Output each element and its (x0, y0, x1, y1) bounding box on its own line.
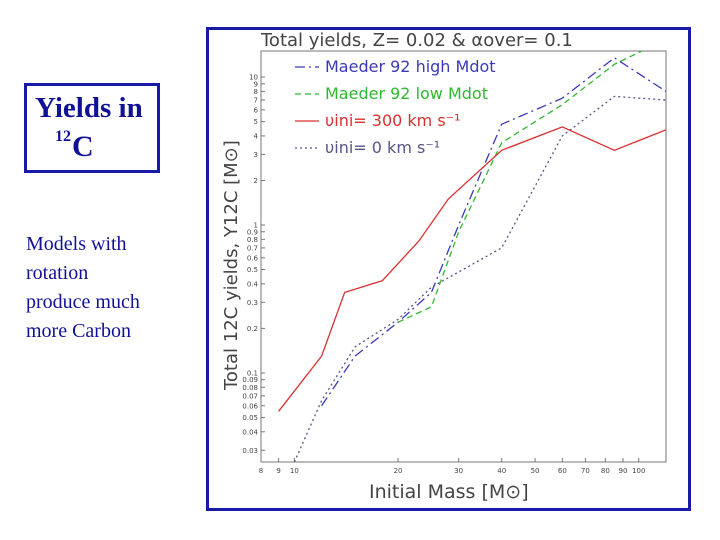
x-tick-label: 50 (531, 467, 540, 475)
y-tick-label: 0.5 (247, 266, 258, 274)
y-tick-label: 0.08 (242, 384, 258, 392)
x-tick-label: 10 (290, 467, 299, 475)
y-tick-label: 0.07 (242, 392, 258, 400)
slide-title-isotope: 12C (55, 128, 94, 164)
y-tick-label: 0.4 (247, 280, 259, 288)
y-tick-label: 0.8 (247, 236, 258, 244)
y-tick-label: 0.6 (247, 254, 259, 262)
y-tick-label: 6 (254, 106, 259, 114)
x-tick-label: 100 (632, 467, 645, 475)
legend-label-1: Maeder 92 high Mdot (325, 57, 496, 76)
legend-label-3: υini= 300 km s⁻¹ (325, 111, 461, 130)
y-tick-label: 0.7 (247, 244, 258, 252)
x-tick-label: 20 (394, 467, 403, 475)
y-tick-label: 2 (254, 177, 258, 185)
chart-title: Total yields, Z= 0.02 & αover= 0.1 (260, 30, 573, 51)
legend-label-2: Maeder 92 low Mdot (325, 84, 488, 103)
plot-area (260, 50, 667, 463)
y-tick-label: 0.03 (242, 447, 258, 455)
x-axis-label: Initial Mass [M⊙] (369, 481, 529, 503)
series-lines (278, 51, 666, 462)
y-tick-label: 0.3 (247, 299, 258, 307)
y-tick-label: 0.9 (247, 228, 258, 236)
x-tick-label: 30 (454, 467, 463, 475)
y-tick-label: 1 (254, 221, 258, 229)
x-tick-label: 9 (276, 467, 280, 475)
y-tick-label: 0.04 (242, 428, 258, 436)
slide-title-box: Yields in 12C (24, 83, 160, 173)
side-note-line: Models with (26, 233, 127, 255)
y-axis-label: Total 12C yields, Y12C [M⊙] (221, 140, 242, 391)
y-tick-label: 10 (249, 74, 258, 82)
side-note: Models with rotation produce much more C… (26, 230, 196, 346)
y-tick-label: 3 (254, 151, 258, 159)
y-tick-label: 0.09 (242, 376, 258, 384)
x-tick-label: 8 (259, 467, 263, 475)
y-tick-label: 0.1 (247, 369, 258, 377)
legend: Maeder 92 high Mdot Maeder 92 low Mdot υin… (295, 57, 496, 157)
y-tick-label: 0.06 (242, 402, 258, 410)
side-note-line: more Carbon (26, 320, 131, 342)
isotope-mass-number: 12 (55, 128, 71, 145)
y-tick-label: 0.05 (242, 414, 258, 422)
legend-label-4: υini= 0 km s⁻¹ (325, 138, 440, 157)
y-tick-label: 0.2 (247, 325, 258, 333)
y-tick-label: 5 (254, 118, 258, 126)
yield-chart: Total yields, Z= 0.02 & αover= 0.1 Initi… (221, 30, 667, 503)
y-tick-label: 4 (254, 132, 259, 140)
slide-title-line1: Yields in (35, 92, 143, 124)
x-tick-label: 40 (497, 467, 506, 475)
x-tick-label: 60 (558, 467, 567, 475)
y-tick-label: 9 (254, 80, 258, 88)
side-note-line: produce much (26, 291, 140, 313)
x-tick-label: 90 (619, 467, 628, 475)
series-line-3 (278, 126, 666, 412)
chart-frame: Total yields, Z= 0.02 & αover= 0.1 Initi… (206, 27, 691, 511)
series-line-2 (397, 51, 644, 323)
x-tick-label: 80 (601, 467, 610, 475)
x-tick-label: 70 (581, 467, 590, 475)
y-tick-label: 8 (254, 88, 258, 96)
tick-labels: 8 9 10 20 30 40 50 60 70 80 90 1000.030.040.050.060… (242, 74, 645, 475)
isotope-symbol: C (72, 130, 94, 163)
side-note-line: rotation (26, 262, 89, 284)
y-tick-label: 7 (254, 96, 258, 104)
